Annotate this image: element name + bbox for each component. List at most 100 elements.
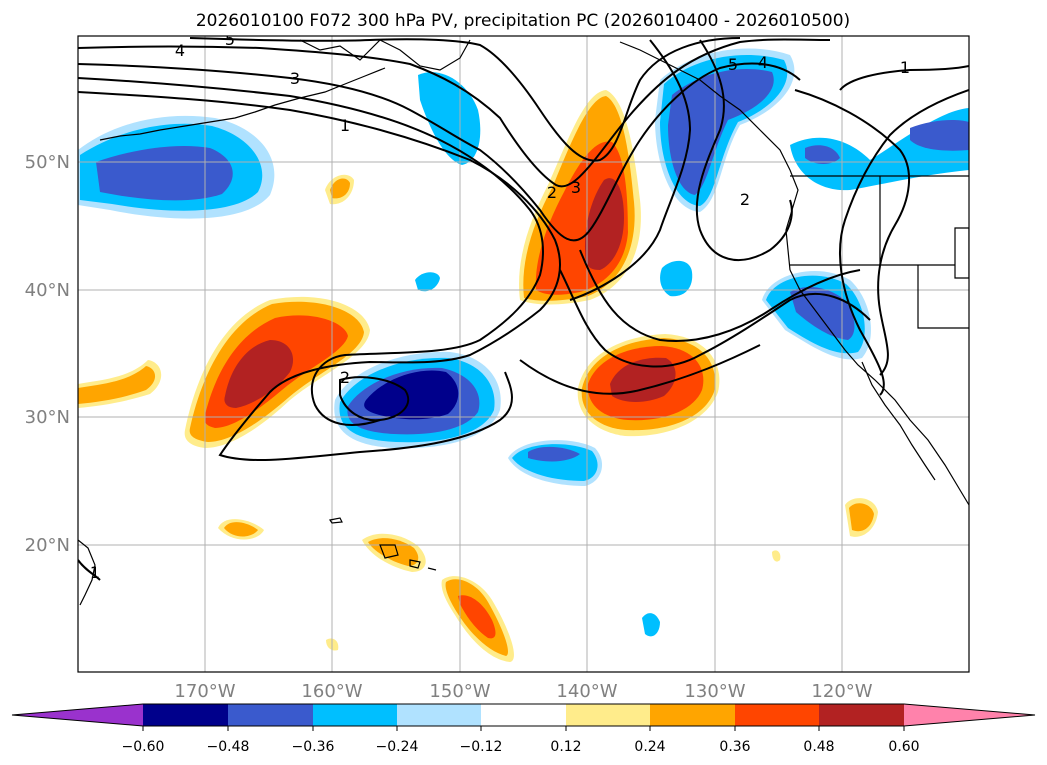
colorbar-tick-label: 0.36: [719, 739, 750, 755]
neg-region-ne: [805, 145, 840, 164]
neg-region-goa: [668, 68, 774, 195]
pv-contour-1: [78, 91, 561, 461]
neg-region-nw: [96, 145, 233, 201]
neg-region-ne: [910, 120, 969, 151]
colorbar-bin: [12, 704, 143, 726]
neg-region: [642, 613, 660, 637]
pos-region: [78, 366, 156, 404]
pv-label: 4: [758, 53, 768, 72]
pv-contour-trough: [569, 39, 692, 301]
colorbar-bin: [904, 704, 1035, 726]
map-panel: 5 4 3 1 2 3 2 5 4 1 2 1: [77, 30, 970, 673]
pv-contour-trough: [695, 39, 793, 261]
coastline-hawaii: [427, 567, 437, 571]
pv-label: 3: [290, 69, 300, 88]
pv-label: 2: [740, 190, 750, 209]
lat-tick-label: 50°N: [25, 152, 70, 173]
neg-region: [660, 260, 693, 297]
pos-region-hawaii: [458, 595, 496, 639]
pv-contour-2-east: [794, 89, 911, 376]
colorbar-bin: [313, 704, 397, 726]
pv-contour-5: [189, 37, 741, 162]
pv-contour-labels: 5 4 3 1 2 3 2 5 4 1 2 1: [90, 30, 910, 582]
pv-label: 3: [571, 178, 581, 197]
border-state: [954, 227, 969, 279]
colorbar-tick-label: −0.36: [292, 739, 335, 755]
colorbar-bin: [735, 704, 819, 726]
pv-contours: [78, 37, 969, 581]
border-state: [917, 265, 969, 329]
coastline-baja: [861, 361, 936, 481]
precip-anomaly-shading: [78, 48, 969, 662]
lon-tick-label: 160°W: [301, 681, 362, 702]
coastline-hawaii: [379, 544, 399, 559]
colorbar-tick-label: 0.12: [550, 739, 581, 755]
colorbar-tick-labels: −0.60 −0.48 −0.36 −0.24 −0.12 0.12 0.24 …: [122, 739, 920, 755]
lon-tick-labels: 170°W 160°W 150°W 140°W 130°W 120°W: [174, 681, 872, 702]
figure-title: 2026010100 F072 300 hPa PV, precipitatio…: [196, 11, 850, 31]
pos-region-jet: [584, 178, 624, 270]
pv-label: 5: [728, 55, 738, 74]
pv-label: 2: [340, 368, 350, 387]
pv-contour-3: [78, 62, 801, 242]
colorbar-tick-label: 0.48: [803, 739, 834, 755]
colorbar-tick-label: −0.24: [376, 739, 419, 755]
lon-tick-label: 170°W: [174, 681, 235, 702]
colorbar-ticks: [142, 726, 905, 731]
pos-region: [849, 503, 874, 532]
colorbar-bin: [650, 704, 735, 726]
colorbar-bin: [397, 704, 481, 726]
pv-contour-1-west: [78, 559, 101, 581]
coastline-alaska: [619, 41, 791, 171]
coastline-hawaii: [329, 517, 343, 524]
coastline-asia: [78, 539, 96, 606]
lat-tick-labels: 50°N 40°N 30°N 20°N: [25, 152, 70, 556]
pv-contour-south: [519, 344, 761, 395]
colorbar: −0.60 −0.48 −0.36 −0.24 −0.12 0.12 0.24 …: [11, 703, 1036, 755]
pv-contour-south: [559, 269, 871, 368]
colorbar-tick-label: −0.12: [460, 739, 503, 755]
pv-label: 5: [225, 30, 235, 49]
colorbar-bin: [143, 704, 228, 726]
pos-region-s: [610, 357, 676, 402]
pv-label: 2: [547, 183, 557, 202]
pv-label: 1: [340, 116, 350, 135]
map-frame: [77, 35, 970, 673]
lon-tick-label: 130°W: [684, 681, 745, 702]
coastlines: [78, 39, 969, 606]
colorbar-tick-label: −0.60: [122, 739, 165, 755]
pos-region: [224, 522, 258, 537]
pv-label: 1: [900, 58, 910, 77]
pv-contour-south: [579, 249, 861, 342]
coastline-bc: [785, 169, 799, 271]
pv-label: 1: [90, 563, 100, 582]
colorbar-bin: [819, 704, 904, 726]
pos-region: [330, 178, 350, 199]
lat-tick-label: 30°N: [25, 407, 70, 428]
colorbar-tick-label: −0.48: [207, 739, 250, 755]
lon-tick-label: 150°W: [429, 681, 490, 702]
coastline-alaska: [299, 39, 471, 71]
colorbar-bin: [228, 704, 313, 726]
pos-region-w: [224, 340, 294, 408]
lon-tick-label: 120°W: [811, 681, 872, 702]
pos-region: [772, 550, 781, 562]
coastline-us-west: [789, 269, 969, 506]
colorbar-bin: [566, 704, 650, 726]
neg-region: [528, 446, 580, 462]
lat-tick-label: 20°N: [25, 535, 70, 556]
colorbar-tick-label: 0.24: [634, 739, 665, 755]
neg-region-ca: [790, 286, 855, 340]
neg-region-central: [364, 370, 459, 420]
colorbar-tick-label: 0.60: [888, 739, 919, 755]
pv-contour-1-east: [839, 65, 969, 91]
lat-tick-label: 40°N: [25, 280, 70, 301]
gridlines: [78, 36, 969, 672]
neg-region: [415, 272, 440, 292]
coastline-hawaii: [409, 559, 421, 569]
pv-contour-1-east: [839, 89, 969, 396]
lon-tick-label: 140°W: [556, 681, 617, 702]
pv-label: 4: [175, 41, 185, 60]
coastline-aleutians: [99, 67, 386, 141]
